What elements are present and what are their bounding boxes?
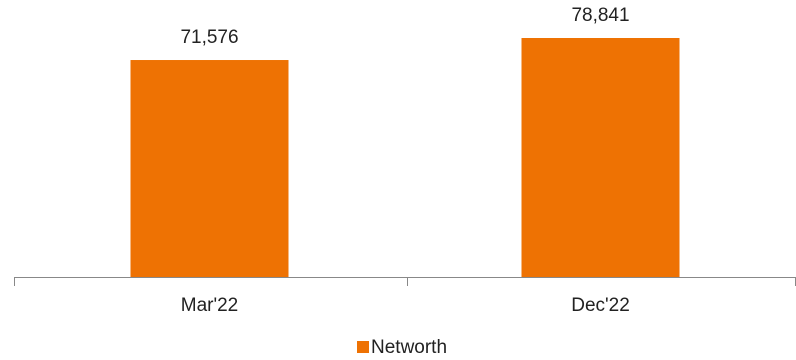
bar	[130, 60, 289, 277]
legend-swatch	[357, 341, 369, 353]
bar	[521, 38, 680, 277]
value-label: 78,841	[571, 5, 629, 26]
value-label: 71,576	[180, 27, 238, 48]
x-tick-label: Mar'22	[181, 295, 238, 316]
legend-label: Networth	[371, 337, 447, 358]
x-tick-label: Dec'22	[571, 295, 630, 316]
